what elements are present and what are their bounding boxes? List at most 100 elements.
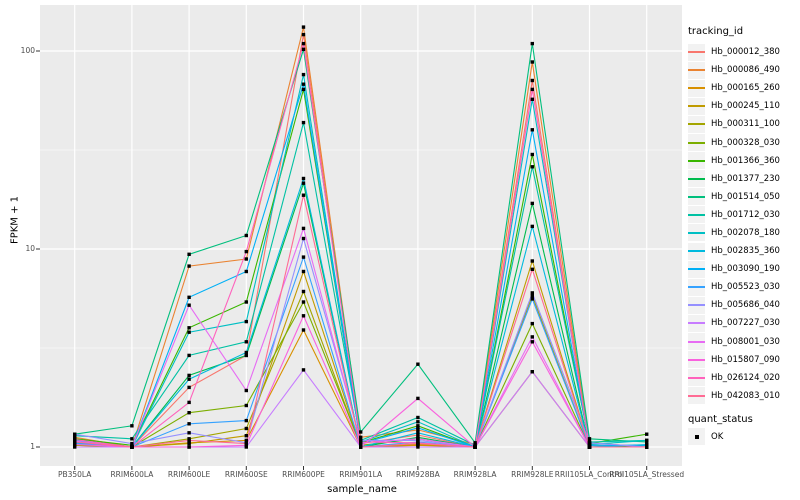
legend-item-label: Hb_000245_110: [711, 101, 780, 112]
data-point: [530, 224, 534, 229]
data-point: [645, 445, 649, 449]
legend-key-swatch: [688, 351, 705, 369]
data-point: [645, 432, 649, 436]
legend-key-swatch: [688, 43, 705, 61]
data-point: [187, 326, 191, 330]
data-point: [587, 445, 592, 449]
data-point: [130, 437, 134, 441]
legend-line-icon: [688, 213, 705, 216]
data-point: [301, 314, 306, 318]
data-point: [187, 264, 191, 268]
data-point: [416, 396, 420, 401]
legend-line-icon: [688, 250, 705, 253]
data-point: [587, 441, 592, 445]
data-point: [359, 430, 363, 434]
data-point: [530, 165, 534, 169]
data-point: [244, 353, 248, 358]
legend-item-label: Hb_000012_380: [711, 47, 780, 58]
data-point: [530, 259, 534, 263]
legend-item-ok: OK: [688, 428, 800, 446]
y-tick-label: 10: [25, 244, 35, 253]
data-point: [530, 87, 534, 92]
data-point: [301, 41, 306, 46]
legend-item-label: Hb_000328_030: [711, 137, 780, 148]
data-point: [301, 300, 306, 304]
ok-point-icon: [694, 434, 699, 439]
data-point: [73, 432, 77, 436]
legend-item: Hb_001514_050: [688, 188, 800, 206]
data-point: [187, 295, 191, 299]
data-point: [359, 435, 363, 439]
data-point: [530, 78, 534, 83]
legend-item-label: Hb_042083_010: [711, 390, 780, 401]
legend-key-swatch: [688, 206, 705, 224]
legend-key-swatch: [688, 79, 705, 97]
data-point: [187, 400, 191, 405]
data-point: [359, 440, 363, 444]
legend-key-swatch: [688, 188, 705, 206]
data-point: [301, 368, 306, 372]
data-point: [359, 445, 363, 449]
data-point: [244, 441, 248, 446]
legend-key-swatch: [688, 296, 705, 314]
data-point: [530, 267, 534, 271]
legend-title-tracking-id: tracking_id: [688, 26, 744, 37]
data-point: [187, 445, 191, 449]
legend-item: Hb_002078_180: [688, 224, 800, 242]
legend-item: Hb_001377_230: [688, 170, 800, 188]
data-point: [244, 350, 248, 355]
legend-item-label: Hb_002078_180: [711, 227, 780, 238]
data-point: [301, 82, 306, 86]
legend-item-label: Hb_000165_260: [711, 83, 780, 94]
legend-item-label: Hb_005523_030: [711, 282, 780, 293]
data-point: [530, 97, 534, 101]
legend-line-icon: [688, 231, 705, 234]
legend-item-label: Hb_000086_490: [711, 65, 780, 76]
x-tick-label: RRIM600LE: [167, 470, 211, 479]
data-point: [244, 300, 248, 304]
legend-item: Hb_003090_190: [688, 260, 800, 278]
legend-item: Hb_000311_100: [688, 115, 800, 133]
data-point: [301, 328, 306, 332]
data-point: [73, 440, 77, 444]
legend-line-icon: [688, 358, 705, 361]
data-point: [416, 445, 420, 449]
legend-item-label: Hb_001366_360: [711, 155, 780, 166]
legend-line-icon: [688, 159, 705, 162]
legend-item-label: Hb_008001_030: [711, 336, 780, 347]
data-point: [416, 426, 420, 430]
legend-item: Hb_000328_030: [688, 133, 800, 152]
legend-item: Hb_015807_090: [688, 351, 800, 369]
data-point: [187, 385, 191, 390]
data-point: [301, 120, 306, 125]
legend-key-swatch: [688, 134, 705, 152]
data-point: [244, 319, 248, 324]
legend-key-swatch: [688, 333, 705, 351]
legend-item: Hb_000086_490: [688, 61, 800, 79]
data-point: [301, 87, 306, 92]
y-axis-title: FPKM + 1: [9, 195, 21, 245]
legend-item-label: Hb_015807_090: [711, 354, 780, 365]
legend-item-label: Hb_000311_100: [711, 119, 780, 130]
data-point: [416, 424, 420, 428]
data-point: [301, 236, 306, 241]
data-point: [244, 340, 248, 344]
data-point: [416, 431, 420, 435]
data-point: [530, 297, 534, 301]
data-point: [301, 176, 306, 181]
legend-key-swatch: [688, 278, 705, 296]
data-point: [301, 25, 306, 29]
x-tick-label: RRIM600SE: [224, 470, 268, 479]
data-point: [473, 441, 477, 445]
data-point: [187, 330, 191, 334]
x-tick-label: PB350LA: [57, 470, 92, 479]
legend-line-icon: [688, 105, 705, 108]
legend-item: Hb_000245_110: [688, 97, 800, 115]
legend-item: Hb_000012_380: [688, 43, 800, 61]
data-point: [187, 377, 191, 381]
data-point: [73, 437, 77, 442]
data-point: [530, 335, 534, 339]
data-point: [244, 249, 248, 254]
legend-line-icon: [688, 268, 705, 271]
